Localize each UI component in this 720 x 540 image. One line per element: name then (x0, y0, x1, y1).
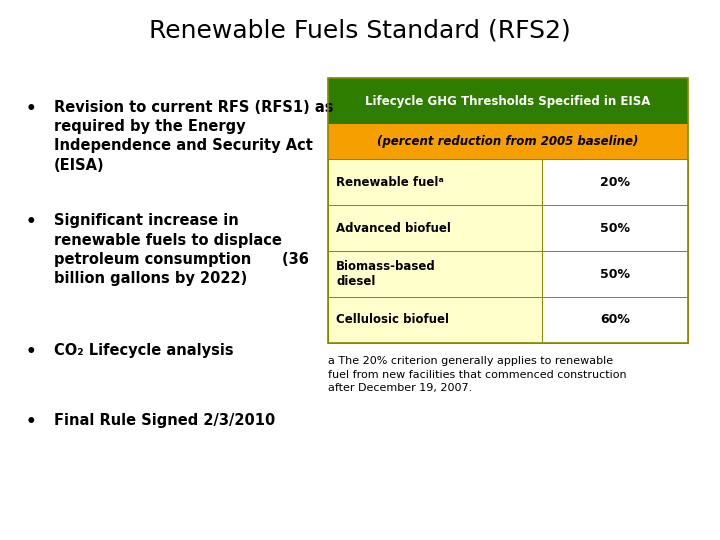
FancyBboxPatch shape (541, 159, 688, 205)
Text: •: • (25, 343, 36, 361)
Text: Revision to current RFS (RFS1) as
required by the Energy
Independence and Securi: Revision to current RFS (RFS1) as requir… (54, 100, 333, 172)
Text: Biomass-based
diesel: Biomass-based diesel (336, 260, 436, 288)
Text: Advanced biofuel: Advanced biofuel (336, 221, 451, 235)
Text: Cellulosic biofuel: Cellulosic biofuel (336, 313, 449, 327)
Text: 50%: 50% (600, 221, 630, 235)
Text: •: • (25, 100, 36, 118)
Text: 20%: 20% (600, 176, 630, 189)
Text: 50%: 50% (600, 267, 630, 281)
FancyBboxPatch shape (328, 78, 688, 124)
Text: Lifecycle GHG Thresholds Specified in EISA: Lifecycle GHG Thresholds Specified in EI… (365, 94, 650, 108)
FancyBboxPatch shape (541, 297, 688, 343)
Text: Renewable fuelᵃ: Renewable fuelᵃ (336, 176, 444, 189)
Text: 60%: 60% (600, 313, 629, 327)
Text: Renewable Fuels Standard (RFS2): Renewable Fuels Standard (RFS2) (149, 19, 571, 43)
FancyBboxPatch shape (328, 124, 688, 159)
Text: •: • (25, 413, 36, 431)
Text: •: • (25, 213, 36, 231)
FancyBboxPatch shape (541, 205, 688, 251)
FancyBboxPatch shape (328, 297, 541, 343)
Text: Final Rule Signed 2/3/2010: Final Rule Signed 2/3/2010 (54, 413, 275, 428)
Text: a The 20% criterion generally applies to renewable
fuel from new facilities that: a The 20% criterion generally applies to… (328, 356, 626, 393)
FancyBboxPatch shape (328, 159, 541, 205)
FancyBboxPatch shape (328, 205, 541, 251)
FancyBboxPatch shape (328, 251, 541, 297)
Text: Significant increase in
renewable fuels to displace
petroleum consumption      (: Significant increase in renewable fuels … (54, 213, 309, 286)
Text: CO₂ Lifecycle analysis: CO₂ Lifecycle analysis (54, 343, 233, 358)
Text: (percent reduction from 2005 baseline): (percent reduction from 2005 baseline) (377, 135, 639, 148)
FancyBboxPatch shape (541, 251, 688, 297)
